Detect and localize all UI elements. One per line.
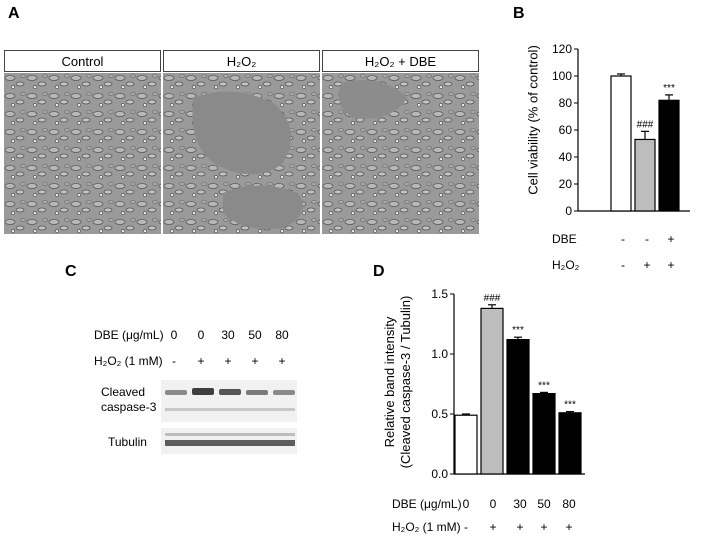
chart-b-bar	[610, 75, 632, 212]
panel-c-band-label-tubulin: Tubulin	[108, 435, 147, 449]
panel-c-dose: 50	[248, 328, 262, 342]
panel-c-dose: 80	[275, 328, 289, 342]
panel-c-h2o2-sign: +	[278, 354, 286, 368]
panel-letter-c: C	[65, 263, 77, 280]
chart-b-bar	[634, 138, 656, 212]
panel-c-h2o2-sign: -	[172, 354, 176, 368]
panel-d-dose: 80	[562, 497, 576, 511]
chart-b-significance-label: ###	[637, 119, 654, 130]
chart-d-significance-label: ###	[484, 293, 501, 304]
chart-d-ylabel-line2: (Cleaved caspase-3 / Tubulin)	[398, 295, 413, 469]
panel-c-h2o2-sign: +	[224, 354, 232, 368]
chart-b-y-tick-label: 40	[559, 150, 573, 164]
micrograph-label-h2o2: H₂O₂	[163, 50, 320, 72]
panel-c-dose: 0	[197, 328, 205, 342]
panel-letter-a: A	[8, 5, 20, 22]
panel-c-dbe-label: DBE (μg/mL)	[94, 328, 164, 342]
micrograph-h2o2	[163, 73, 320, 234]
panel-b-h2o2-sign: -	[621, 258, 625, 272]
chart-b-ylabel-box: Cell viability (% of control)	[520, 20, 546, 220]
panel-d-dbe-label: DBE (μg/mL)	[392, 497, 462, 511]
chart-d-ylabel-line1: Relative band intensity	[382, 316, 397, 448]
chart-d-bar	[506, 338, 530, 475]
blot-tubulin	[161, 428, 297, 454]
micrograph-control	[4, 73, 161, 234]
micrograph-h2o2-dbe	[322, 73, 479, 234]
panel-d-h2o2-sign: +	[540, 520, 548, 534]
panel-b-row-dbe: DBE	[552, 232, 577, 246]
panel-c-dose: 0	[170, 328, 178, 342]
chart-d-significance-label: ***	[512, 325, 524, 336]
chart-b-y-tick-label: 100	[552, 69, 572, 83]
chart-b-y-tick-label: 60	[559, 123, 573, 137]
panel-c-h2o2-sign: +	[251, 354, 259, 368]
panel-d-dose: 50	[537, 497, 551, 511]
chart-b-y-tick-label: 120	[552, 42, 572, 56]
panel-b-h2o2-sign: +	[667, 258, 675, 272]
chart-d-significance-label: ***	[538, 380, 550, 391]
chart-b-y-tick-label: 0	[565, 204, 572, 218]
chart-d-bar	[558, 412, 582, 475]
chart-d-bar	[480, 307, 504, 475]
chart-b-ylabel: Cell viability (% of control)	[525, 45, 541, 195]
panel-d-dose: 30	[513, 497, 527, 511]
panel-c-h2o2-label: H₂O₂ (1 mM)	[94, 354, 163, 368]
chart-d-y-tick-label: 1.5	[431, 287, 448, 301]
chart-b-significance-label: ***	[663, 83, 675, 94]
panel-b-h2o2-sign: +	[643, 258, 651, 272]
panel-c-dose: 30	[221, 328, 235, 342]
blot-caspase-3	[161, 380, 297, 422]
panel-d-h2o2-sign: +	[489, 520, 497, 534]
chart-d: 0.0 0.5 1.0 1.5 ### *** *** ***	[431, 287, 585, 481]
panel-b-dbe-sign: -	[645, 232, 649, 246]
panel-b-row-h2o2: H₂O₂	[552, 258, 580, 272]
panel-d-dose: 0	[462, 497, 470, 511]
chart-d-y-tick-label: 1.0	[431, 347, 448, 361]
chart-b: 0 20 40 60 80 100 120 ### ***	[552, 42, 690, 218]
panel-c-h2o2-sign: +	[197, 354, 205, 368]
chart-d-ylabel-box: Relative band intensity (Cleaved caspase…	[376, 290, 420, 480]
micrograph-label-control: Control	[4, 50, 161, 72]
chart-d-y-tick-label: 0.5	[431, 407, 448, 421]
panel-d-h2o2-label: H₂O₂ (1 mM)	[392, 520, 461, 534]
chart-b-y-tick-label: 20	[559, 177, 573, 191]
panel-c-band-label-caspase: Cleaved caspase-3	[101, 385, 157, 414]
panel-letter-b: B	[513, 5, 525, 22]
chart-d-bar	[454, 414, 478, 475]
panel-b-dbe-sign: +	[667, 232, 675, 246]
panel-letter-d: D	[373, 263, 385, 280]
chart-b-bar	[658, 99, 680, 212]
chart-d-y-tick-label: 0.0	[431, 467, 448, 481]
chart-d-significance-label: ***	[564, 400, 576, 411]
panel-d-dose: 0	[489, 497, 497, 511]
panel-d-h2o2-sign: +	[516, 520, 524, 534]
panel-d-h2o2-sign: -	[464, 520, 468, 534]
panel-d-h2o2-sign: +	[565, 520, 573, 534]
micrograph-label-h2o2-dbe: H₂O₂ + DBE	[322, 50, 479, 72]
panel-b-dbe-sign: -	[621, 232, 625, 246]
chart-d-ylabel: Relative band intensity (Cleaved caspase…	[382, 296, 414, 469]
chart-b-y-tick-label: 80	[559, 96, 573, 110]
chart-d-bar	[532, 392, 556, 475]
